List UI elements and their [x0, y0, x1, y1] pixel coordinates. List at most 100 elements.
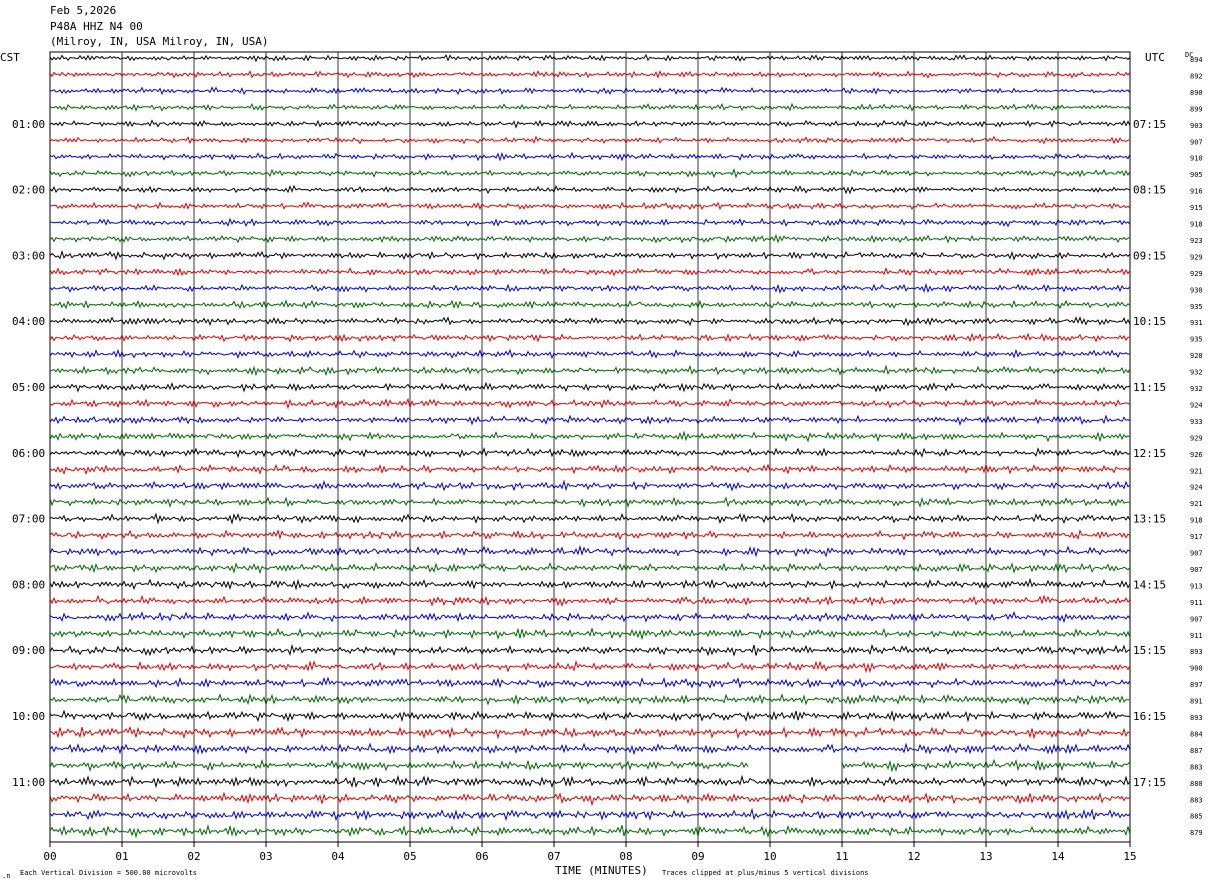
x-tick-label: 11	[835, 850, 848, 863]
trace-line	[49, 791, 1131, 807]
trace-line	[49, 758, 1131, 773]
left-hour-label: 03:00	[12, 249, 45, 262]
trace-line	[49, 676, 1131, 689]
trace-line	[49, 742, 1131, 756]
dc-label: DC	[1185, 51, 1193, 59]
trace-line	[49, 102, 1131, 112]
trace-line	[49, 119, 1131, 129]
right-hour-label: 13:15	[1133, 513, 1166, 526]
trace-line	[49, 381, 1131, 393]
x-tick-label: 12	[907, 850, 920, 863]
dc-offset-label: 932	[1190, 369, 1203, 377]
trace-line	[49, 807, 1131, 822]
minute-grid	[49, 51, 1131, 847]
dc-offset-label: 921	[1190, 467, 1203, 475]
trace-line	[49, 299, 1131, 310]
dc-offset-label: 930	[1190, 286, 1203, 294]
scale-footnote: Each Vertical Division = 500.00 microvol…	[20, 869, 197, 877]
trace-line	[49, 626, 1131, 641]
trace-line	[49, 725, 1131, 740]
trace-line	[49, 233, 1131, 244]
trace-line	[49, 397, 1131, 410]
trace-group	[49, 53, 1131, 839]
right-timezone-label: UTC	[1145, 51, 1165, 64]
x-tick-label: 15	[1123, 850, 1136, 863]
trace-line	[49, 151, 1131, 162]
trace-line	[49, 528, 1131, 541]
x-tick-label: 02	[187, 850, 200, 863]
dc-offset-label: 887	[1190, 747, 1203, 755]
corner-mark: .n	[2, 872, 10, 880]
dc-offset-label: 894	[1190, 56, 1203, 64]
trace-line	[49, 282, 1131, 294]
dc-offset-label: 932	[1190, 385, 1203, 393]
x-tick-label: 05	[403, 850, 416, 863]
trace-line	[49, 709, 1131, 723]
trace-line	[49, 184, 1131, 195]
trace-line	[49, 512, 1131, 525]
right-hour-label: 09:15	[1133, 249, 1166, 262]
trace-line	[49, 660, 1131, 674]
trace-line	[49, 544, 1131, 558]
left-hour-label: 10:00	[12, 710, 45, 723]
dc-offset-label: 885	[1190, 813, 1203, 821]
clip-footnote: Traces clipped at plus/minus 5 vertical …	[662, 869, 869, 877]
x-tick-label: 14	[1051, 850, 1065, 863]
dc-offset-label: 883	[1190, 796, 1203, 804]
trace-line	[49, 364, 1131, 377]
left-hour-label: 11:00	[12, 776, 45, 789]
right-hour-label: 08:15	[1133, 184, 1166, 197]
dc-offset-label: 918	[1190, 221, 1203, 229]
x-tick-label: 10	[763, 850, 776, 863]
dc-offset-label: 911	[1190, 632, 1203, 640]
dc-offset-label: 915	[1190, 204, 1203, 212]
left-hour-label: 05:00	[12, 381, 45, 394]
dc-offset-label: 879	[1190, 829, 1203, 837]
x-axis-label: TIME (MINUTES)	[555, 864, 648, 877]
dc-offset-label: 935	[1190, 303, 1203, 311]
dc-offset-label: 891	[1190, 698, 1203, 706]
x-tick-label: 03	[259, 850, 272, 863]
location-label: (Milroy, IN, USA Milroy, IN, USA)	[50, 35, 269, 48]
x-tick-label: 06	[475, 850, 488, 863]
x-tick-label: 07	[547, 850, 560, 863]
dc-offset-label: 929	[1190, 253, 1203, 261]
trace-line	[49, 447, 1131, 459]
dc-offset-label: 884	[1190, 730, 1203, 738]
dc-offset-label: 929	[1190, 434, 1203, 442]
dc-offset-label: 916	[1190, 188, 1203, 196]
dc-offset-label: 905	[1190, 171, 1203, 179]
dc-offset-label: 924	[1190, 401, 1203, 409]
dc-offset-label: 880	[1190, 780, 1203, 788]
dc-offset-label: 900	[1190, 665, 1203, 673]
trace-line	[49, 577, 1131, 591]
trace-line	[49, 462, 1131, 476]
dc-offset-label: 923	[1190, 237, 1203, 245]
x-tick-label: 04	[331, 850, 345, 863]
dc-offset-label: 928	[1190, 352, 1203, 360]
x-tick-label: 00	[43, 850, 56, 863]
x-tick-label: 08	[619, 850, 632, 863]
trace-line	[49, 135, 1131, 145]
left-hour-label: 09:00	[12, 644, 45, 657]
dc-offset-label: 911	[1190, 599, 1203, 607]
dc-offset-label: 924	[1190, 484, 1203, 492]
left-hour-label: 07:00	[12, 513, 45, 526]
trace-line	[49, 774, 1131, 789]
trace-line	[49, 643, 1131, 657]
dc-offset-label: 933	[1190, 418, 1203, 426]
trace-line	[49, 479, 1131, 492]
dc-offset-label: 890	[1190, 89, 1203, 97]
dc-offset-label: 892	[1190, 72, 1203, 80]
trace-line	[49, 610, 1131, 624]
trace-line	[49, 693, 1130, 707]
dc-offset-label: 893	[1190, 714, 1203, 722]
dc-offset-label: 935	[1190, 336, 1203, 344]
right-hour-label: 11:15	[1133, 381, 1166, 394]
x-tick-label: 09	[691, 850, 704, 863]
trace-line	[49, 249, 1131, 261]
dc-offset-label: 903	[1190, 122, 1203, 130]
station-label: P48A HHZ N4 00	[50, 20, 143, 33]
trace-line	[49, 594, 1131, 608]
x-tick-label: 13	[979, 850, 992, 863]
